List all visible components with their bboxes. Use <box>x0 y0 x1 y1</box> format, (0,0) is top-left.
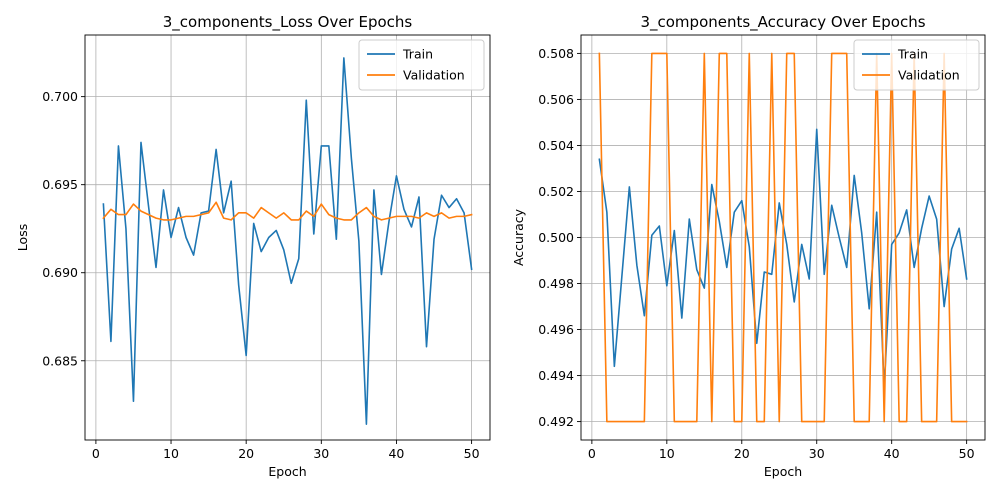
accuracy-x-tick-label: 50 <box>959 446 975 461</box>
accuracy-legend: Train Validation <box>853 39 980 91</box>
loss-series-line-train <box>102 57 473 425</box>
loss-x-tick-label: 0 <box>92 446 100 461</box>
accuracy-x-tick-label: 40 <box>884 446 900 461</box>
loss-chart-title: 3_components_Loss Over Epochs <box>163 13 413 32</box>
loss-y-tick-label: 0.695 <box>42 177 78 192</box>
loss-chart: 0 10 20 30 40 50 0.685 0.690 0.695 0.700 3_compone… <box>15 13 491 479</box>
loss-legend-label-train: Train <box>402 47 433 62</box>
accuracy-x-tick-label: 30 <box>809 446 825 461</box>
loss-y-axis-label: Loss <box>15 224 30 251</box>
loss-series-line-validation <box>102 201 473 221</box>
accuracy-y-axis-label: Accuracy <box>511 208 526 266</box>
loss-x-tick-label: 10 <box>163 446 179 461</box>
accuracy-series-line-validation <box>598 52 968 423</box>
loss-y-tick-label: 0.700 <box>42 89 78 104</box>
accuracy-legend-label-validation: Validation <box>898 68 960 83</box>
accuracy-x-tick-label: 10 <box>659 446 675 461</box>
accuracy-y-tick-label: 0.492 <box>538 414 574 429</box>
accuracy-y-tick-label: 0.494 <box>538 368 574 383</box>
accuracy-chart-title: 3_components_Accuracy Over Epochs <box>640 13 925 32</box>
accuracy-x-tick-label: 20 <box>734 446 750 461</box>
accuracy-y-tick-label: 0.506 <box>538 92 574 107</box>
accuracy-chart: 0 10 20 30 40 50 0.492 0.494 0.496 0.498 0.500 0.50… <box>511 13 986 479</box>
accuracy-y-tick-label: 0.498 <box>538 276 574 291</box>
accuracy-y-tick-label: 0.508 <box>538 46 574 61</box>
loss-legend-label-validation: Validation <box>403 68 465 83</box>
loss-legend: Train Validation <box>358 39 485 91</box>
accuracy-y-tick-label: 0.500 <box>538 230 574 245</box>
loss-y-tick-label: 0.685 <box>42 353 78 368</box>
accuracy-x-tick-label: 0 <box>588 446 596 461</box>
loss-plot-frame <box>84 34 491 441</box>
loss-x-tick-label: 40 <box>388 446 404 461</box>
accuracy-x-axis-label: Epoch <box>764 464 802 479</box>
accuracy-legend-label-train: Train <box>897 47 928 62</box>
accuracy-y-tick-label: 0.502 <box>538 184 574 199</box>
accuracy-y-tick-label: 0.496 <box>538 322 574 337</box>
accuracy-y-tick-label: 0.504 <box>538 138 574 153</box>
accuracy-legend-box <box>853 39 980 91</box>
loss-x-tick-label: 20 <box>238 446 254 461</box>
loss-legend-box <box>358 39 485 91</box>
loss-y-tick-label: 0.690 <box>42 265 78 280</box>
loss-x-axis-label: Epoch <box>268 464 306 479</box>
loss-x-tick-label: 50 <box>464 446 480 461</box>
loss-x-tick-label: 30 <box>313 446 329 461</box>
